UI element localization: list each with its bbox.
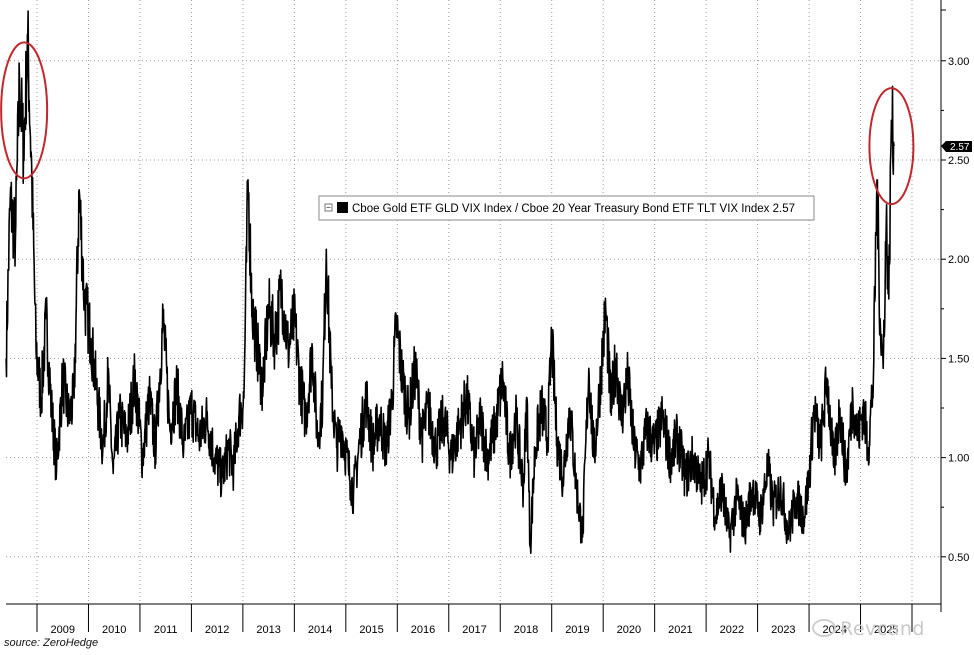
y-tick-label: 3.00 <box>948 56 969 68</box>
x-axis-ticks: 2009 2010 2011 2012 2013 2014 2015 2016 2017 2018… <box>36 604 913 636</box>
y-tick-label: 2.50 <box>948 155 969 167</box>
watermark-text: Revcand <box>840 618 925 640</box>
legend-swatch <box>337 202 348 213</box>
grid <box>6 0 941 604</box>
x-tick-label: 2021 <box>668 624 692 636</box>
watermark: Revcand <box>812 618 925 640</box>
x-tick-label: 2023 <box>771 624 795 636</box>
x-tick-label: 2010 <box>102 624 126 636</box>
y-tick-label: 2.00 <box>948 254 969 266</box>
highlight-ellipses <box>0 41 915 206</box>
y-axis-ticks: 3.00 2.50 2.00 1.50 1.00 0.50 <box>941 9 969 564</box>
x-tick-label: 2019 <box>565 624 589 636</box>
last-value-marker: 2.57 <box>941 141 972 153</box>
legend-label: Cboe Gold ETF GLD VIX Index / Cboe 20 Ye… <box>352 203 795 215</box>
series-line <box>5 10 895 554</box>
x-tick-label: 2022 <box>720 624 744 636</box>
watermark-logo-icon <box>812 619 836 637</box>
y-tick-label: 0.50 <box>948 552 969 564</box>
highlight-ellipse <box>0 41 49 180</box>
source-note: source: ZeroHedge <box>4 637 99 649</box>
last-value-badge <box>941 141 972 152</box>
x-tick-label: 2018 <box>514 624 538 636</box>
x-tick-label: 2012 <box>205 624 229 636</box>
x-tick-label: 2017 <box>462 624 486 636</box>
series-line-group <box>5 10 895 554</box>
x-tick-label: 2009 <box>50 624 74 636</box>
last-value-label: 2.57 <box>950 142 970 153</box>
axes <box>6 0 942 612</box>
y-tick-label: 1.50 <box>948 353 969 365</box>
x-tick-label: 2020 <box>617 624 641 636</box>
legend: Cboe Gold ETF GLD VIX Index / Cboe 20 Ye… <box>318 195 815 221</box>
x-tick-label: 2025 <box>874 624 898 636</box>
x-tick-label: 2013 <box>256 624 280 636</box>
x-tick-label: 2011 <box>154 624 178 636</box>
y-tick-label: 1.00 <box>948 453 969 465</box>
x-tick-label: 2014 <box>308 624 332 636</box>
x-tick-label: 2016 <box>411 624 435 636</box>
x-tick-label: 2015 <box>359 624 383 636</box>
legend-box <box>318 195 815 221</box>
highlight-ellipse <box>868 87 915 206</box>
